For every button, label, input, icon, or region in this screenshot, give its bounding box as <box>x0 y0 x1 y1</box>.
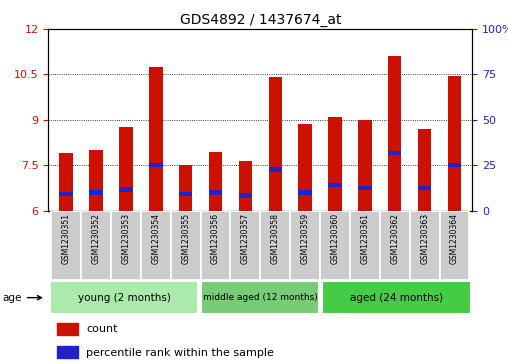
Bar <box>388 151 401 155</box>
Bar <box>298 190 312 195</box>
Bar <box>269 77 282 211</box>
Text: GSM1230353: GSM1230353 <box>121 213 131 264</box>
Text: young (2 months): young (2 months) <box>78 293 171 303</box>
FancyBboxPatch shape <box>350 211 380 280</box>
Text: GSM1230357: GSM1230357 <box>241 213 250 264</box>
FancyBboxPatch shape <box>323 281 471 314</box>
FancyBboxPatch shape <box>81 211 111 280</box>
Text: GSM1230352: GSM1230352 <box>91 213 101 264</box>
Text: age: age <box>3 293 42 303</box>
Bar <box>57 323 78 335</box>
FancyBboxPatch shape <box>261 211 290 280</box>
Text: count: count <box>86 324 118 334</box>
Bar <box>328 117 342 211</box>
FancyBboxPatch shape <box>201 211 231 280</box>
Bar <box>57 346 78 358</box>
FancyBboxPatch shape <box>380 211 410 280</box>
Text: GSM1230351: GSM1230351 <box>61 213 71 264</box>
Text: GSM1230354: GSM1230354 <box>151 213 161 264</box>
Bar <box>119 187 133 192</box>
FancyBboxPatch shape <box>51 211 81 280</box>
Bar <box>179 165 193 211</box>
Bar <box>209 190 223 195</box>
Bar <box>239 193 252 198</box>
Bar <box>179 192 193 196</box>
Text: GSM1230356: GSM1230356 <box>211 213 220 264</box>
Bar <box>119 127 133 211</box>
Bar <box>89 150 103 211</box>
Bar <box>269 167 282 172</box>
Bar <box>418 129 431 211</box>
Text: GSM1230363: GSM1230363 <box>420 213 429 264</box>
Bar <box>448 76 461 211</box>
Bar <box>358 120 372 211</box>
FancyBboxPatch shape <box>320 211 350 280</box>
Text: GSM1230359: GSM1230359 <box>301 213 310 264</box>
Text: GSM1230362: GSM1230362 <box>390 213 399 264</box>
FancyBboxPatch shape <box>231 211 261 280</box>
Bar <box>239 160 252 211</box>
FancyBboxPatch shape <box>111 211 141 280</box>
Text: GSM1230360: GSM1230360 <box>331 213 339 264</box>
FancyBboxPatch shape <box>141 211 171 280</box>
Bar <box>448 163 461 167</box>
Text: GSM1230364: GSM1230364 <box>450 213 459 264</box>
Bar <box>418 185 431 190</box>
Bar <box>388 56 401 211</box>
Bar <box>149 67 163 211</box>
Text: middle aged (12 months): middle aged (12 months) <box>203 293 318 302</box>
Bar <box>59 153 73 211</box>
Text: GSM1230355: GSM1230355 <box>181 213 190 264</box>
Bar <box>298 125 312 211</box>
Bar <box>59 192 73 196</box>
Text: aged (24 months): aged (24 months) <box>350 293 443 303</box>
Bar <box>89 190 103 195</box>
Title: GDS4892 / 1437674_at: GDS4892 / 1437674_at <box>180 13 341 26</box>
FancyBboxPatch shape <box>171 211 201 280</box>
Bar <box>149 163 163 167</box>
FancyBboxPatch shape <box>439 211 469 280</box>
Bar <box>358 185 372 190</box>
Text: percentile rank within the sample: percentile rank within the sample <box>86 348 274 358</box>
Bar <box>328 183 342 187</box>
FancyBboxPatch shape <box>201 281 320 314</box>
FancyBboxPatch shape <box>290 211 320 280</box>
Text: GSM1230358: GSM1230358 <box>271 213 280 264</box>
Bar <box>209 152 223 211</box>
FancyBboxPatch shape <box>410 211 439 280</box>
FancyBboxPatch shape <box>50 281 198 314</box>
Text: GSM1230361: GSM1230361 <box>360 213 369 264</box>
